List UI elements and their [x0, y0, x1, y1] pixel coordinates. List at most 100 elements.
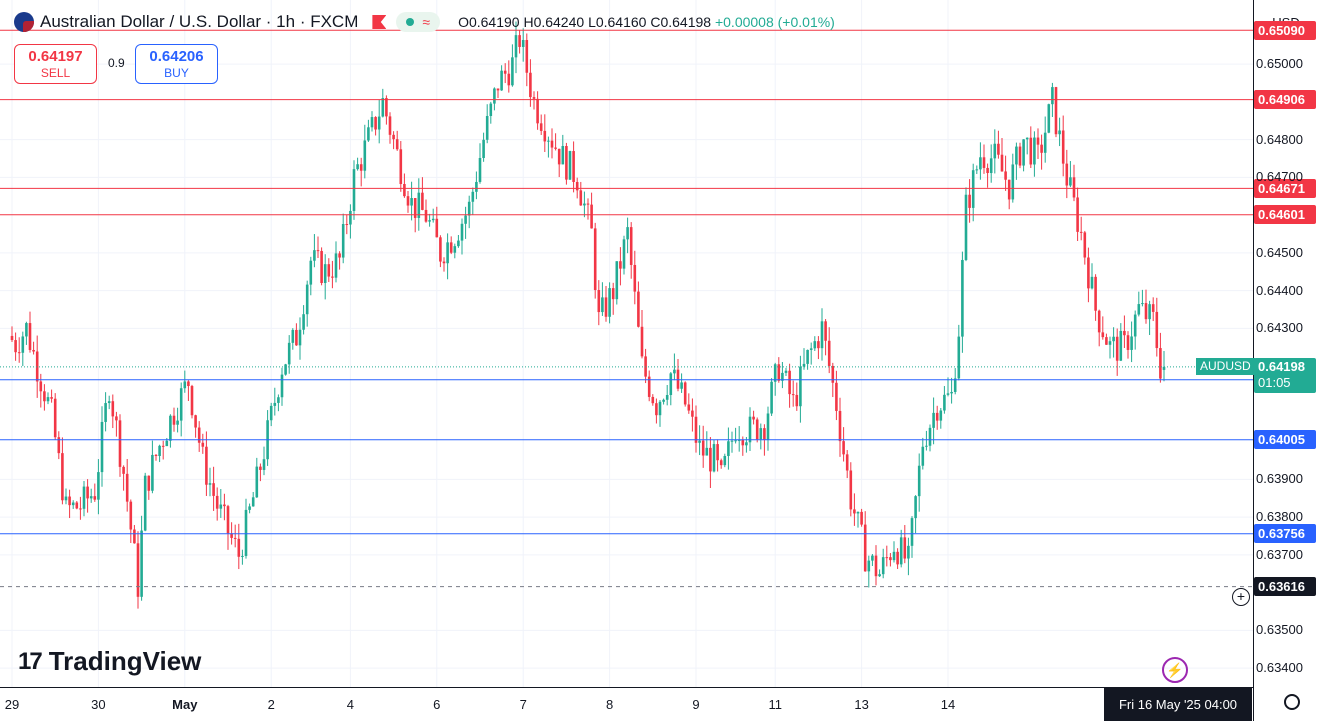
price-tick-label: 0.63800 [1256, 509, 1303, 525]
resistance-price-badge[interactable]: 0.64671 [1254, 178, 1316, 198]
candle-body [917, 465, 921, 497]
crosshair-plus-icon[interactable]: + [1232, 588, 1250, 606]
candle-body [953, 378, 957, 392]
candle-body [208, 483, 212, 485]
candle-body [147, 475, 151, 491]
candle-body [1000, 154, 1004, 172]
candle-body [179, 388, 183, 421]
candle-body [626, 227, 629, 240]
support-price-badge[interactable]: 0.64005 [1254, 430, 1316, 450]
candle-body [777, 364, 781, 381]
candle-body [716, 444, 719, 461]
settings-gear-icon[interactable] [1284, 694, 1300, 710]
candle-body [543, 130, 547, 142]
price-tick-label: 0.64700 [1256, 169, 1303, 185]
candle-body [230, 533, 233, 538]
candle-body [712, 444, 716, 472]
buy-button[interactable]: 0.64206 BUY [135, 44, 218, 84]
current-price: 0.64198 [1258, 358, 1305, 374]
candle-body [640, 326, 644, 357]
candle-body [1058, 130, 1061, 135]
candle-body [219, 504, 223, 509]
price-tick-label: 0.63400 [1256, 660, 1303, 676]
candle-body [1036, 137, 1040, 145]
candle-body [885, 557, 889, 559]
candle-body [428, 220, 431, 222]
candle-body [97, 472, 100, 500]
candle-body [53, 398, 57, 438]
candle-body [1069, 177, 1072, 186]
candle-body [946, 393, 950, 395]
candle-body [374, 117, 377, 130]
tradingview-logo[interactable]: 17 TradingView [18, 646, 201, 677]
candle-body [943, 394, 946, 411]
symbol-title[interactable]: Australian Dollar / U.S. Dollar · 1h · F… [40, 12, 359, 31]
candle-body [921, 446, 925, 466]
candle-body [370, 117, 374, 128]
candle-body [385, 98, 388, 117]
candle-body [1090, 276, 1094, 289]
market-open-dot-icon [406, 18, 415, 26]
candle-body [410, 198, 413, 206]
candle-body [572, 151, 575, 182]
candle-body [784, 370, 788, 373]
candle-body [961, 259, 964, 337]
candle-body [935, 412, 939, 421]
candle-body [21, 336, 25, 353]
candle-body [262, 459, 266, 470]
candle-body [226, 506, 230, 534]
market-status-pill[interactable]: ≈ [396, 12, 441, 32]
candle-body [975, 169, 979, 171]
price-tick-label: 0.64800 [1256, 131, 1303, 147]
sell-button[interactable]: 0.64197 SELL [14, 44, 97, 84]
candle-body [154, 454, 158, 457]
candle-body [406, 196, 410, 206]
candle-body [356, 164, 359, 170]
candle-body [683, 382, 687, 405]
candle-body [971, 170, 975, 208]
candle-body [1123, 330, 1126, 336]
candle-body [133, 529, 136, 544]
candle-body [593, 228, 597, 291]
candle-body [629, 227, 633, 265]
support-price-badge[interactable]: 0.63756 [1254, 524, 1316, 544]
candle-body [439, 237, 442, 262]
tv-logo-icon: 17 [18, 647, 43, 675]
candle-body [813, 341, 817, 349]
candle-body [633, 264, 637, 292]
resistance-price-badge[interactable]: 0.65090 [1254, 20, 1316, 40]
candle-body [1079, 231, 1083, 233]
candle-body [93, 496, 97, 500]
candle-body [331, 276, 334, 278]
candle-body [827, 340, 831, 366]
time-tick-label: 2 [267, 697, 275, 712]
candle-body [1141, 303, 1144, 305]
candle-body [464, 215, 467, 224]
flag-marker-icon[interactable] [372, 15, 387, 29]
candle-body [597, 290, 601, 313]
candle-body [201, 442, 205, 447]
candle-body [115, 416, 118, 421]
ohlc-readout: O0.64190 H0.64240 L0.64160 C0.64198 +0.0… [458, 14, 835, 30]
candle-body [532, 97, 536, 99]
candle-body [61, 453, 64, 501]
candle-body [1015, 146, 1018, 165]
candle-body [1105, 337, 1108, 345]
candle-body [1083, 232, 1087, 258]
lightning-icon[interactable]: ⚡ [1162, 657, 1188, 683]
candle-body [835, 382, 838, 411]
resistance-price-badge[interactable]: 0.64906 [1254, 90, 1316, 110]
candle-body [1022, 139, 1025, 166]
candle-body [997, 143, 1000, 155]
candle-body [831, 365, 835, 383]
candle-body [172, 415, 176, 425]
candle-body [788, 370, 791, 395]
au-us-flag-icon [14, 12, 34, 32]
candle-body [647, 376, 651, 397]
candle-body [136, 543, 140, 597]
candle-body [705, 447, 709, 456]
resistance-price-badge[interactable]: 0.64601 [1254, 205, 1316, 225]
candle-body [615, 261, 619, 300]
crosshair-date-label: Fri 16 May '25 04:00 [1104, 688, 1252, 721]
